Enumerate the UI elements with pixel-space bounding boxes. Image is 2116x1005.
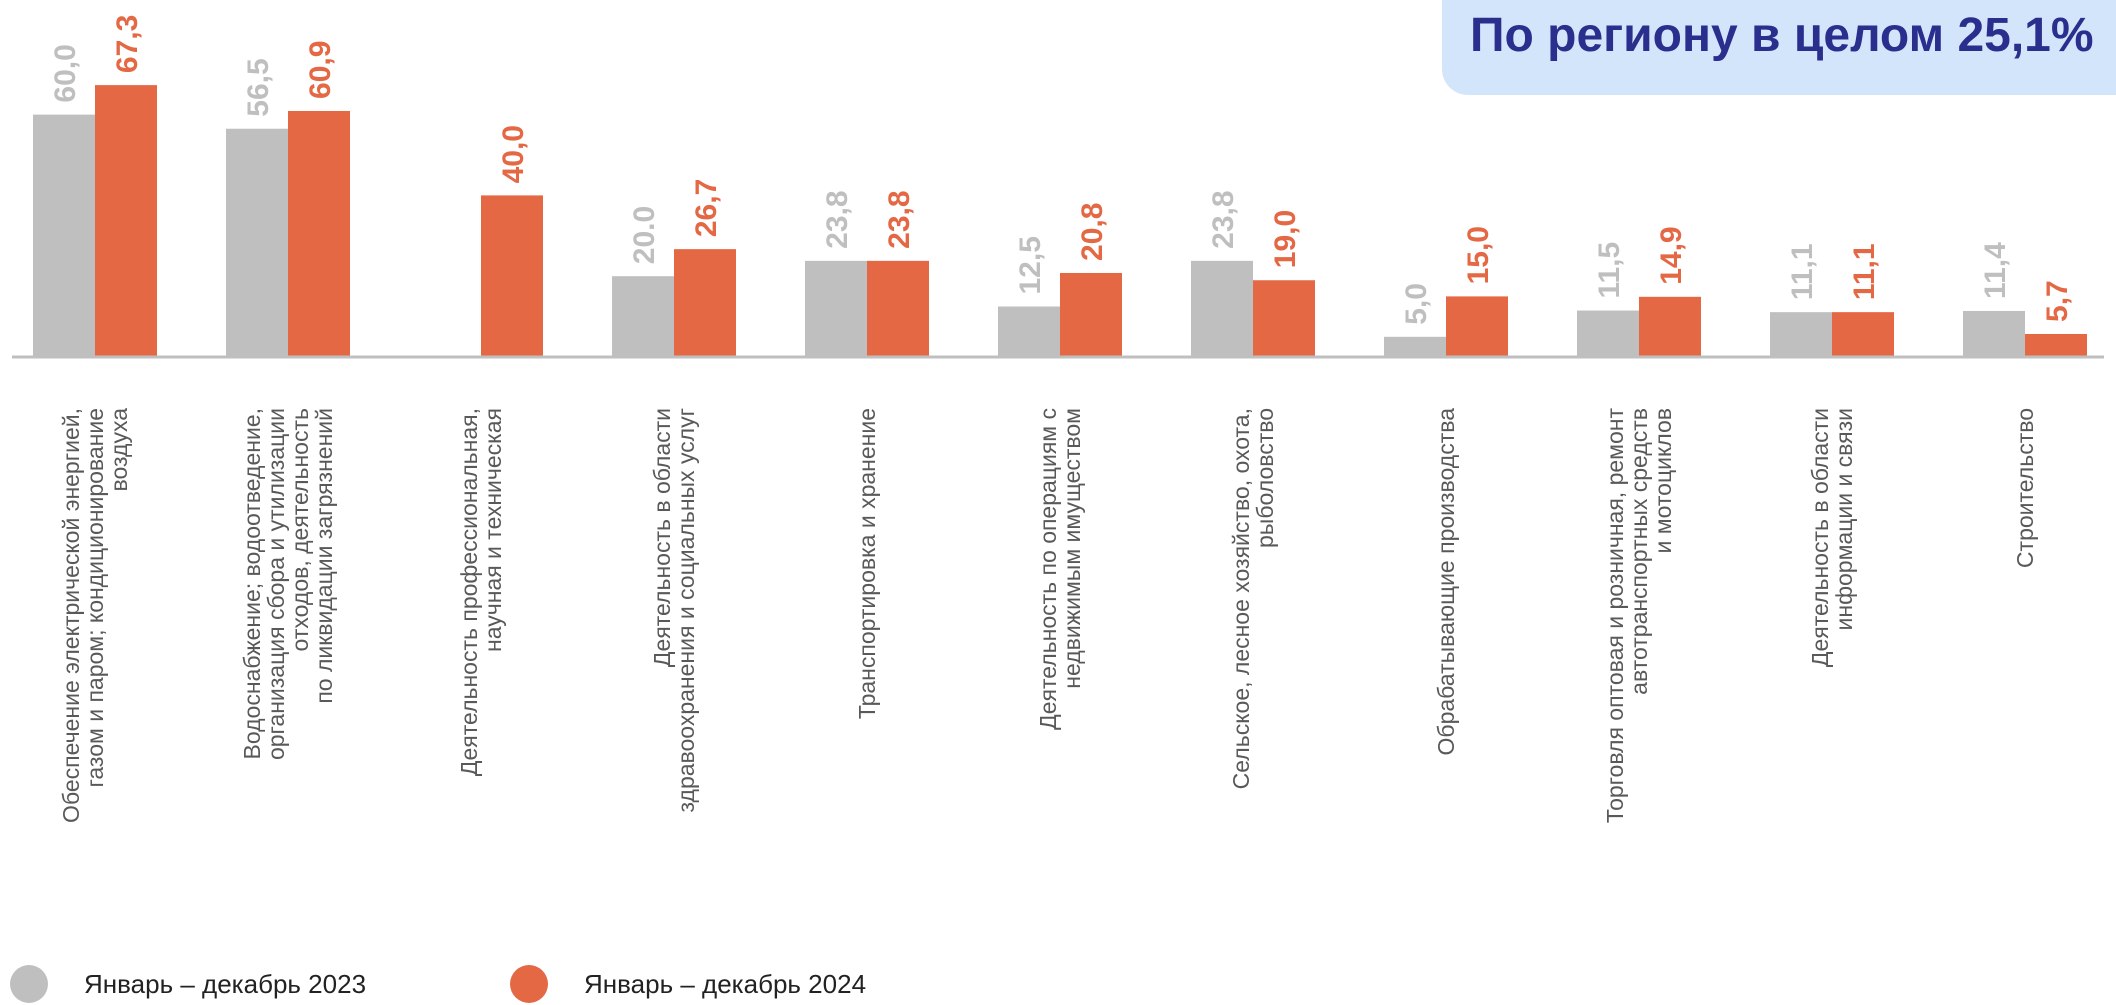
- bar-2023-7: [1384, 336, 1446, 357]
- bar-2023-1: [226, 128, 288, 357]
- data-label-2023-5: 12,5: [1014, 236, 1047, 294]
- data-label-2024-9: 11,1: [1848, 243, 1881, 300]
- category-label-6-line-1: рыболовство: [1252, 408, 1278, 548]
- bar-2024-4: [867, 260, 929, 357]
- bar-2024-3: [674, 249, 736, 357]
- category-label-3-line-1: здравоохранения и социальных услуг: [673, 408, 699, 812]
- bar-2024-0: [95, 85, 157, 357]
- category-label-7-line-0: Обрабатывающие производства: [1433, 408, 1459, 756]
- category-label-1-line-0: Водоснабжение; водоотведение,: [239, 408, 265, 760]
- category-label-9-line-1: информации и связи: [1831, 408, 1857, 630]
- region-total-text: По региону в целом 25,1%: [1470, 9, 2094, 62]
- data-label-2024-4: 23,8: [883, 190, 916, 248]
- data-label-2023-3: 20.0: [628, 206, 661, 264]
- data-label-2024-3: 26,7: [690, 179, 723, 237]
- category-label-0: Обеспечение электрической энергией,газом…: [58, 408, 132, 823]
- legend-item-2024: Январь – декабрь 2024: [510, 965, 866, 1003]
- legend-label-2024: Январь – декабрь 2024: [584, 968, 867, 999]
- bar-2024-8: [1639, 296, 1701, 357]
- legend-item-2023: Январь – декабрь 2023: [10, 965, 366, 1003]
- bar-2023-0: [33, 114, 95, 357]
- bar-2024-2: [481, 195, 543, 357]
- category-label-5-line-0: Деятельность по операциям с: [1035, 408, 1061, 730]
- legend-label-2023: Январь – декабрь 2023: [84, 968, 367, 999]
- region-total-banner: По региону в целом 25,1%: [1442, 0, 2116, 95]
- data-label-2023-4: 23,8: [821, 190, 854, 248]
- category-label-10-line-0: Строительство: [2012, 408, 2038, 568]
- bar-2023-4: [805, 260, 867, 357]
- category-label-9-line-0: Деятельность в области: [1807, 408, 1833, 667]
- bar-2024-7: [1446, 296, 1508, 357]
- data-label-2024-5: 20,8: [1076, 203, 1109, 261]
- bar-2024-5: [1060, 272, 1122, 357]
- category-label-7: Обрабатывающие производства: [1433, 408, 1459, 756]
- bar-2024-9: [1832, 312, 1894, 357]
- bar-2023-6: [1191, 260, 1253, 357]
- category-label-3-line-0: Деятельность в области: [649, 408, 675, 667]
- category-label-2-line-0: Деятельность профессиональная,: [456, 408, 482, 776]
- category-label-5-line-1: недвижимым имуществом: [1059, 408, 1085, 689]
- bar-2023-9: [1770, 312, 1832, 357]
- data-label-2024-10: 5,7: [2041, 280, 2074, 322]
- data-label-2023-1: 56,5: [242, 58, 275, 116]
- category-label-1-line-1: организация сбора и утилизации: [263, 408, 289, 760]
- category-label-2: Деятельность профессиональная,научная и …: [456, 408, 506, 776]
- category-label-8-line-2: и мотоциклов: [1650, 408, 1676, 553]
- category-label-4-line-0: Транспортировка и хранение: [854, 408, 880, 719]
- category-label-8-line-0: Торговля оптовая и розничная, ремонт: [1602, 408, 1628, 824]
- bar-2023-10: [1963, 310, 2025, 357]
- bar-2023-8: [1577, 310, 1639, 357]
- data-label-2024-2: 40,0: [497, 125, 530, 183]
- data-label-2023-7: 5,0: [1400, 283, 1433, 325]
- category-label-10: Строительство: [2012, 408, 2038, 568]
- data-label-2024-1: 60,9: [304, 41, 337, 99]
- bar-2024-1: [288, 110, 350, 358]
- data-label-2024-8: 14,9: [1655, 226, 1688, 284]
- category-label-0-line-0: Обеспечение электрической энергией,: [58, 408, 84, 823]
- data-label-2024-0: 67,3: [111, 15, 144, 73]
- data-label-2023-10: 11,4: [1979, 242, 2012, 299]
- bar-2024-10: [2025, 333, 2087, 357]
- legend-swatch-2023: [10, 965, 48, 1003]
- category-label-1-line-2: отходов, деятельность: [287, 408, 313, 651]
- bar-2023-5: [998, 306, 1060, 357]
- category-label-0-line-2: воздуха: [106, 408, 132, 492]
- data-label-2023-6: 23,8: [1207, 190, 1240, 248]
- category-label-1: Водоснабжение; водоотведение,организация…: [239, 408, 337, 760]
- bar-2023-3: [612, 276, 674, 357]
- bar-2024-6: [1253, 280, 1315, 357]
- category-label-6-line-0: Сельское, лесное хозяйство, охота,: [1228, 408, 1254, 789]
- legend-swatch-2024: [510, 965, 548, 1003]
- data-label-2024-7: 15,0: [1462, 226, 1495, 284]
- category-label-1-line-3: по ликвидации загрязнений: [311, 408, 337, 704]
- category-label-0-line-1: газом и паром; кондиционирование: [82, 408, 108, 787]
- category-label-8: Торговля оптовая и розничная, ремонтавто…: [1602, 408, 1676, 824]
- data-label-2023-8: 11,5: [1593, 242, 1626, 299]
- category-label-4: Транспортировка и хранение: [854, 408, 880, 719]
- category-label-8-line-1: автотранспортных средств: [1626, 408, 1652, 695]
- category-label-2-line-1: научная и техническая: [480, 408, 506, 652]
- category-label-6: Сельское, лесное хозяйство, охота,рыболо…: [1228, 408, 1278, 789]
- data-label-2023-0: 60,0: [49, 44, 82, 102]
- data-label-2024-6: 19,0: [1269, 210, 1302, 268]
- data-label-2023-9: 11,1: [1786, 243, 1819, 300]
